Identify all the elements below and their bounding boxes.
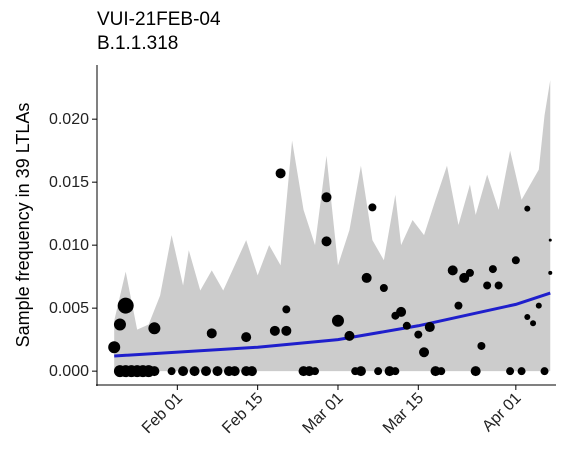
point	[524, 313, 531, 320]
point	[488, 265, 497, 274]
point	[321, 192, 332, 203]
point	[470, 366, 481, 377]
point	[246, 366, 257, 377]
plot-area	[108, 80, 553, 378]
point	[517, 367, 526, 376]
point	[424, 322, 435, 333]
point	[117, 297, 134, 314]
y-axis-label: Sample frequency in 39 LTLAs	[13, 103, 33, 348]
point	[361, 272, 372, 283]
point	[368, 203, 377, 212]
point	[454, 301, 463, 310]
x-tick-label: Feb 01	[139, 390, 186, 437]
y-tick-label: 0.015	[49, 174, 89, 191]
y-tick-label: 0.010	[49, 237, 89, 254]
point	[530, 320, 537, 327]
point	[344, 330, 355, 341]
point	[206, 328, 217, 339]
point	[548, 238, 552, 242]
point	[384, 366, 395, 377]
point	[535, 302, 542, 309]
point	[355, 366, 366, 377]
point	[167, 367, 176, 376]
x-tick-label: Mar 15	[380, 390, 427, 437]
point	[414, 330, 423, 339]
point	[465, 268, 474, 277]
point	[374, 367, 383, 376]
x-tick-label: Mar 01	[300, 390, 347, 437]
point	[282, 305, 291, 314]
point	[437, 367, 446, 376]
x-tick-label: Feb 15	[219, 390, 266, 437]
point	[113, 318, 126, 331]
point	[189, 366, 200, 377]
point	[379, 283, 388, 292]
point	[281, 325, 292, 336]
point	[447, 265, 458, 276]
point	[269, 325, 280, 336]
point	[311, 367, 320, 376]
y-tick-label: 0.000	[49, 363, 89, 380]
point	[212, 366, 223, 377]
x-tick-label: Apr 01	[479, 390, 524, 435]
point	[511, 256, 520, 265]
point	[483, 281, 492, 290]
point	[419, 347, 430, 358]
point	[241, 332, 252, 343]
point	[178, 366, 189, 377]
y-tick-label: 0.020	[49, 111, 89, 128]
chart-subtitle: B.1.1.318	[97, 33, 178, 54]
point	[396, 306, 407, 317]
point	[540, 367, 549, 376]
point	[321, 236, 332, 247]
point	[477, 341, 486, 350]
point	[149, 366, 160, 377]
point	[229, 366, 240, 377]
point	[402, 321, 411, 330]
point	[494, 281, 503, 290]
trend-line	[114, 291, 551, 358]
point	[275, 168, 286, 179]
confidence-ribbon	[114, 80, 551, 372]
point	[506, 367, 515, 376]
point	[459, 272, 470, 283]
chart-title: VUI-21FEB-04	[97, 9, 221, 30]
point	[108, 341, 121, 354]
point	[201, 366, 212, 377]
point	[148, 322, 161, 335]
point	[524, 205, 531, 212]
y-tick-label: 0.005	[49, 300, 89, 317]
point	[391, 367, 400, 376]
point	[548, 270, 553, 275]
point	[331, 314, 344, 327]
point	[304, 366, 315, 377]
point	[430, 366, 441, 377]
